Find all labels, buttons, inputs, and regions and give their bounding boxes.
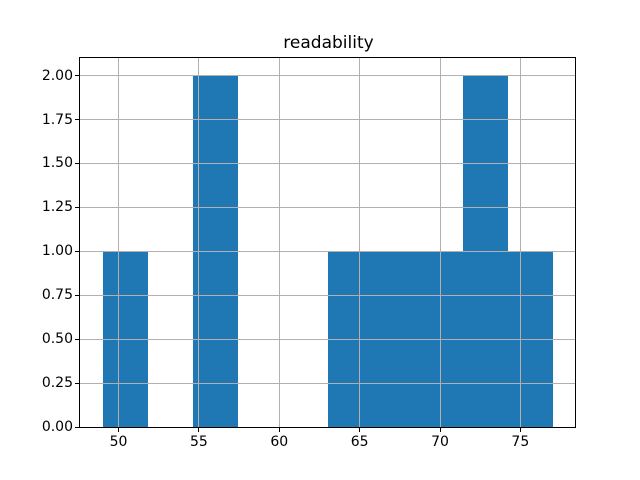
gridline-y — [80, 250, 575, 252]
gridline-y — [80, 338, 575, 340]
y-axis-tick — [75, 338, 79, 340]
x-axis-tick — [519, 428, 521, 432]
y-axis-tick-label: 1.75 — [41, 111, 73, 128]
y-axis-tick — [75, 382, 79, 384]
x-axis-tick-label: 65 — [350, 434, 369, 450]
y-axis-tick-label: 0.50 — [41, 331, 73, 348]
x-axis-tick-label: 70 — [431, 434, 449, 450]
x-axis-tick-label: 60 — [270, 434, 289, 450]
y-axis-tick — [75, 250, 79, 252]
gridline-y — [80, 294, 575, 296]
gridline-x — [519, 58, 521, 427]
x-axis-tick-label: 55 — [190, 434, 208, 450]
y-axis-tick-label: 1.50 — [41, 155, 73, 172]
grid-layer — [80, 58, 575, 427]
x-axis-tick — [278, 428, 280, 432]
y-axis-tick — [75, 294, 79, 296]
y-axis-tick — [75, 162, 79, 164]
y-axis-tick — [75, 206, 79, 208]
y-axis-tick — [75, 426, 79, 428]
y-axis-tick-label: 2.00 — [41, 67, 73, 84]
gridline-y — [80, 206, 575, 208]
gridline-y — [80, 162, 575, 164]
y-axis-tick-label: 0.75 — [41, 287, 73, 304]
x-axis-tick — [118, 428, 120, 432]
x-axis-tick-label: 75 — [511, 434, 530, 450]
gridline-y — [80, 382, 575, 384]
y-axis-tick-label: 1.00 — [41, 243, 73, 260]
y-axis-tick-label: 0.00 — [41, 419, 73, 435]
x-axis-tick-label: 50 — [109, 434, 128, 450]
x-axis-tick — [359, 428, 361, 432]
y-axis-tick — [75, 119, 79, 120]
chart-title: readability — [283, 33, 374, 53]
gridline-y — [80, 119, 575, 120]
gridline-x — [118, 58, 120, 427]
x-axis-tick — [439, 428, 441, 432]
y-axis-tick-label: 1.25 — [41, 199, 73, 216]
gridline-y — [80, 75, 575, 77]
x-axis-tick — [198, 428, 200, 432]
gridline-x — [359, 58, 361, 427]
gridline-x — [198, 58, 200, 427]
gridline-x — [439, 58, 441, 427]
plot-area — [79, 57, 576, 428]
y-axis-tick-label: 0.25 — [41, 375, 73, 392]
y-axis-tick — [75, 75, 79, 77]
gridline-x — [278, 58, 280, 427]
